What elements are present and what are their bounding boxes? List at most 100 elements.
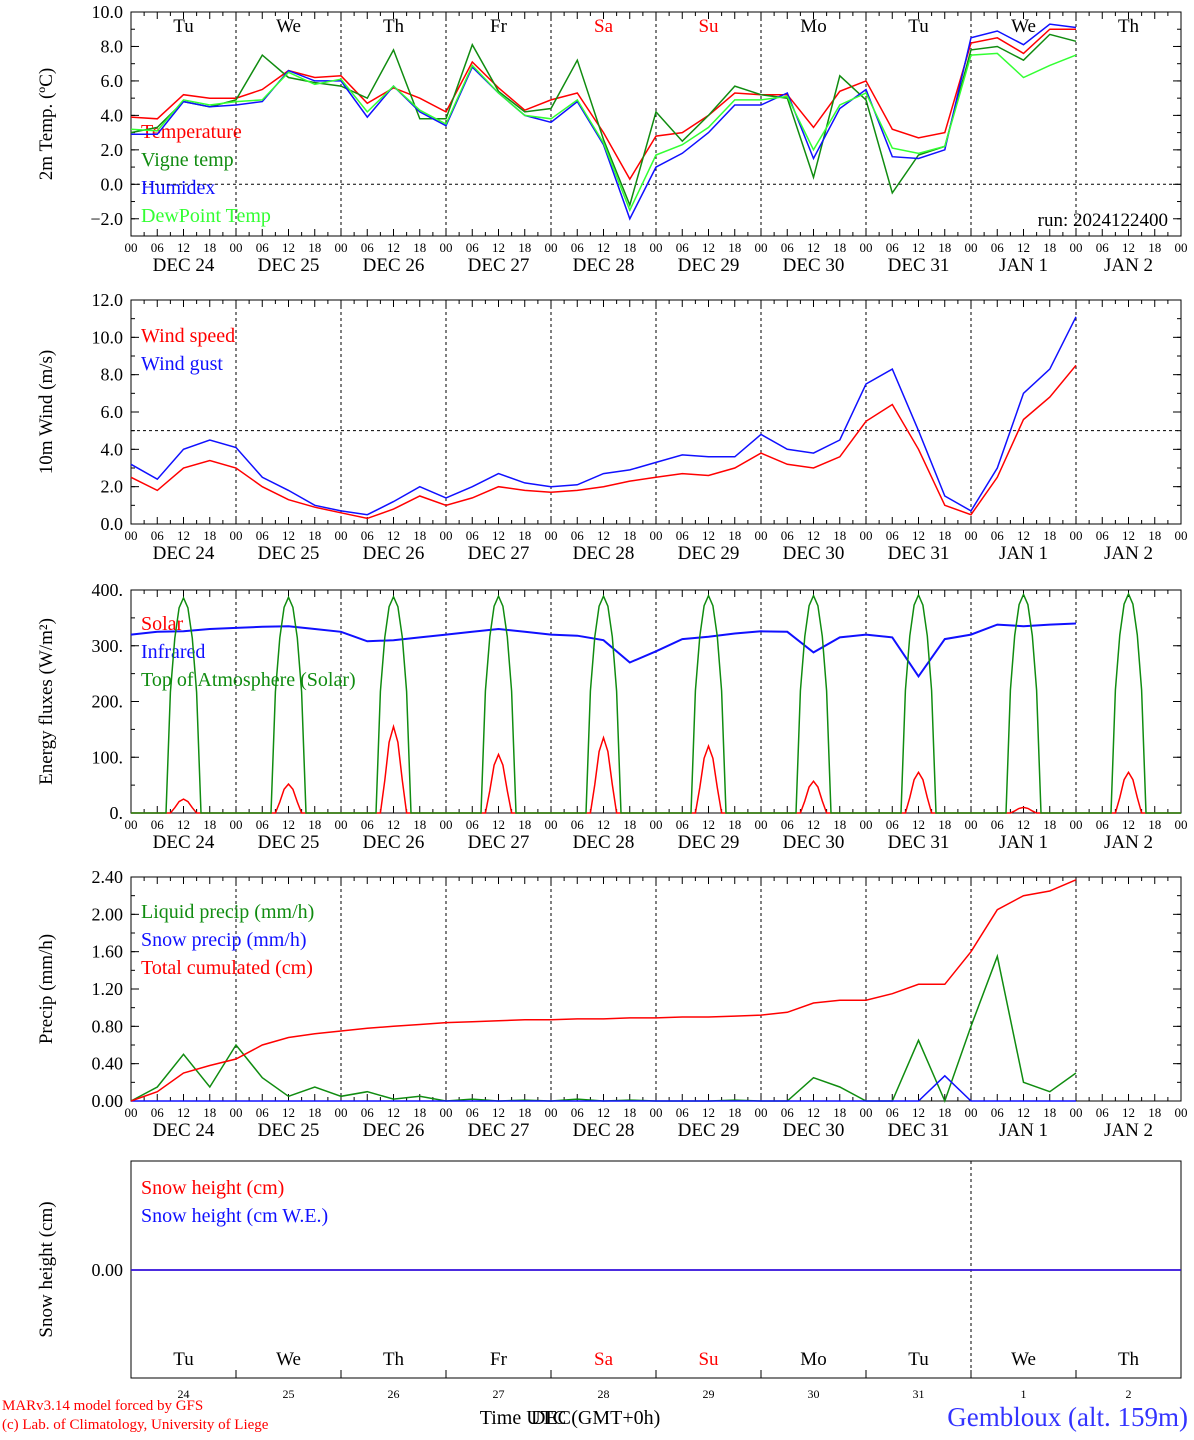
hour-tick-label: 18 xyxy=(203,817,216,832)
y-tick-label: 10.0 xyxy=(92,327,124,347)
date-label: JAN 1 xyxy=(999,255,1048,276)
hour-tick-label: 18 xyxy=(413,528,426,543)
y-tick-label: 6.0 xyxy=(101,402,124,422)
location-label: Gembloux (alt. 159m) xyxy=(947,1402,1188,1432)
hour-tick-label: 12 xyxy=(597,528,610,543)
weekday-label: We xyxy=(276,1349,301,1370)
hour-tick-label: 18 xyxy=(833,1105,846,1120)
hour-tick-label: 00 xyxy=(230,817,243,832)
weekday-label: We xyxy=(1011,16,1036,37)
hour-tick-label: 06 xyxy=(676,1105,690,1120)
y-tick-label: 400. xyxy=(92,580,124,600)
date-label: JAN 2 xyxy=(1104,1120,1153,1141)
hour-tick-label: 12 xyxy=(807,817,820,832)
hour-tick-label: 12 xyxy=(912,528,925,543)
y-tick-label: 4.0 xyxy=(101,439,124,459)
hour-tick-label: 18 xyxy=(1043,240,1056,255)
hour-tick-label: 18 xyxy=(833,817,846,832)
hour-tick-label: 00 xyxy=(335,528,348,543)
hour-tick-label: 12 xyxy=(597,240,610,255)
y-tick-label: 200. xyxy=(92,692,124,712)
date-label: DEC 27 xyxy=(468,832,530,853)
date-label: DEC 28 xyxy=(573,1120,635,1141)
hour-tick-label: 00 xyxy=(125,817,138,832)
hour-tick-label: 06 xyxy=(466,1105,480,1120)
date-label: DEC 26 xyxy=(363,255,425,276)
date-label: DEC 24 xyxy=(153,543,215,564)
hour-tick-label: 18 xyxy=(623,240,636,255)
y-tick-label: 100. xyxy=(92,747,124,767)
hour-tick-label: 06 xyxy=(1096,528,1110,543)
hour-tick-label: 06 xyxy=(571,817,585,832)
y-tick-label: 8.0 xyxy=(101,365,124,385)
legend-entry: Top of Atmosphere (Solar) xyxy=(141,669,356,691)
hour-tick-label: 18 xyxy=(308,240,321,255)
hour-tick-label: 00 xyxy=(755,1105,768,1120)
y-tick-label: 0. xyxy=(110,803,124,823)
y-tick-label: 1.60 xyxy=(92,942,124,962)
hour-tick-label: 18 xyxy=(518,1105,531,1120)
hour-tick-label: 00 xyxy=(965,528,978,543)
hour-tick-label: 06 xyxy=(991,1105,1005,1120)
hour-tick-label: 18 xyxy=(1148,1105,1161,1120)
day-number-label: 27 xyxy=(493,1387,505,1401)
date-label: DEC 24 xyxy=(153,255,215,276)
weekday-label: We xyxy=(1011,1349,1036,1370)
temp-ylabel: 2m Temp. (ºC) xyxy=(36,68,57,180)
legend-entry: Snow precip (mm/h) xyxy=(141,929,307,951)
hour-tick-label: 18 xyxy=(728,1105,741,1120)
hour-tick-label: 12 xyxy=(702,1105,715,1120)
hour-tick-label: 00 xyxy=(1070,1105,1083,1120)
hour-tick-label: 18 xyxy=(413,817,426,832)
hour-tick-label: 12 xyxy=(492,528,505,543)
weekday-label: Tu xyxy=(908,1349,929,1370)
hour-tick-label: 06 xyxy=(466,528,480,543)
legend-entry: Wind speed xyxy=(141,325,235,347)
hour-tick-label: 00 xyxy=(1175,528,1188,543)
date-label: DEC 30 xyxy=(783,255,845,276)
date-label: DEC 31 xyxy=(888,255,950,276)
weekday-label: Tu xyxy=(908,16,929,37)
hour-tick-label: 18 xyxy=(833,240,846,255)
hour-tick-label: 12 xyxy=(387,240,400,255)
day-number-label: 28 xyxy=(598,1387,610,1401)
series-infrared xyxy=(130,622,1077,679)
date-label: DEC 29 xyxy=(678,832,740,853)
legend-entry: Wind gust xyxy=(141,353,223,375)
weekday-label: Th xyxy=(383,16,405,37)
date-label: JAN 1 xyxy=(999,1120,1048,1141)
hour-tick-label: 18 xyxy=(728,817,741,832)
hour-tick-label: 00 xyxy=(755,528,768,543)
hour-tick-label: 06 xyxy=(256,240,270,255)
date-label: DEC 26 xyxy=(363,832,425,853)
hour-tick-label: 06 xyxy=(1096,1105,1110,1120)
hour-tick-label: 06 xyxy=(151,240,165,255)
hour-tick-label: 00 xyxy=(1175,1105,1188,1120)
hour-tick-label: 06 xyxy=(781,240,795,255)
date-label: DEC 27 xyxy=(468,1120,530,1141)
weekday-label: Mo xyxy=(800,16,826,37)
hour-tick-label: 00 xyxy=(860,1105,873,1120)
y-tick-label: 12.0 xyxy=(92,290,124,310)
hour-tick-label: 18 xyxy=(623,1105,636,1120)
hour-tick-label: 06 xyxy=(991,528,1005,543)
date-label: JAN 2 xyxy=(1104,255,1153,276)
hour-tick-label: 00 xyxy=(440,817,453,832)
month-axis-label: DEC xyxy=(531,1407,571,1429)
series-vigne-temp xyxy=(130,33,1077,208)
date-label: DEC 24 xyxy=(153,832,215,853)
y-tick-label: 300. xyxy=(92,636,124,656)
series-total-cumulated-cm- xyxy=(130,879,1077,1102)
series-temperature xyxy=(130,28,1076,181)
date-label: DEC 26 xyxy=(363,543,425,564)
hour-tick-label: 00 xyxy=(965,1105,978,1120)
hour-tick-label: 00 xyxy=(545,528,558,543)
day-number-label: 25 xyxy=(283,1387,295,1401)
hour-tick-label: 00 xyxy=(755,240,768,255)
day-number-label: 2 xyxy=(1126,1387,1132,1401)
hour-tick-label: 18 xyxy=(1043,817,1056,832)
hour-tick-label: 00 xyxy=(335,817,348,832)
day-number-label: 24 xyxy=(178,1387,190,1401)
hour-tick-label: 06 xyxy=(676,528,690,543)
y-tick-label: 2.00 xyxy=(92,904,124,924)
